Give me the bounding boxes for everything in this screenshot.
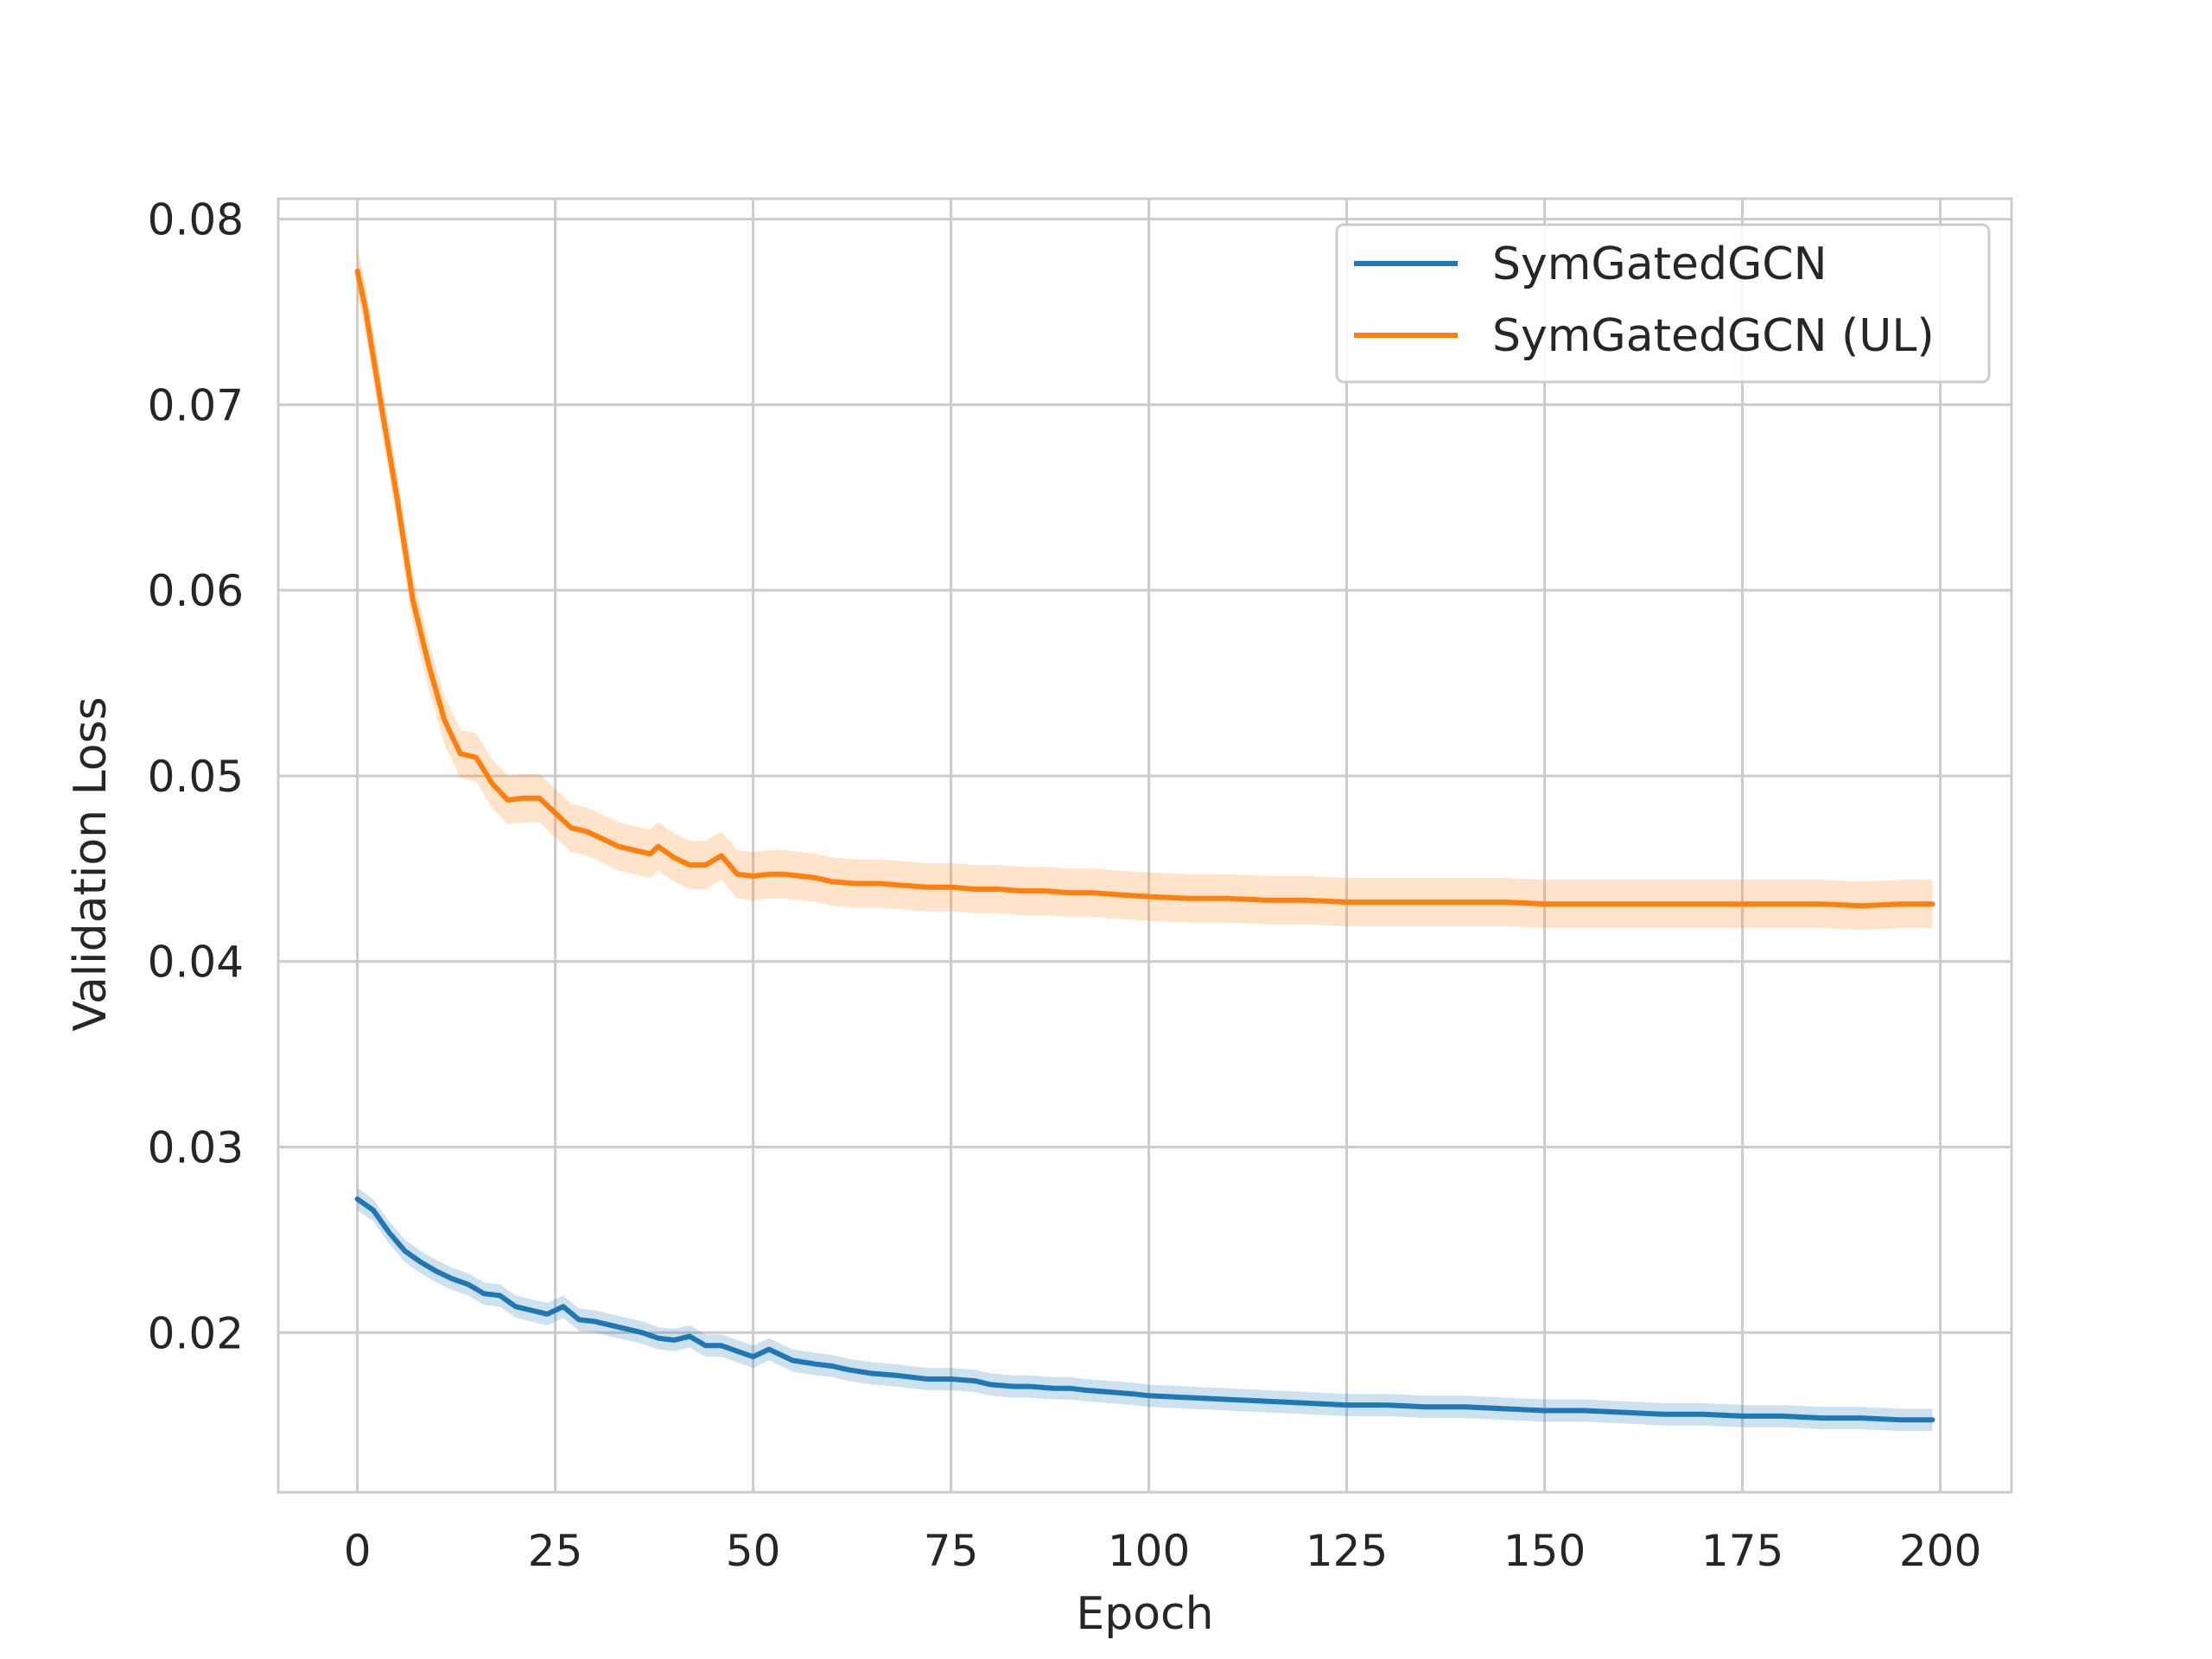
y-axis-label: Validation Loss xyxy=(65,696,117,1031)
series-line-1 xyxy=(354,268,1936,909)
legend-label-symgatedgcn: SymGatedGCN xyxy=(1492,238,1827,290)
x-tick-label: 0 xyxy=(344,1526,372,1576)
legend-label-symgatedgcn-ul: SymGatedGCN (UL) xyxy=(1492,310,1935,362)
confidence-band-0 xyxy=(357,1187,1933,1432)
x-tick-label: 50 xyxy=(726,1526,781,1576)
y-tick-label: 0.08 xyxy=(148,195,244,245)
y-tick-label: 0.03 xyxy=(148,1123,244,1173)
confidence-bands xyxy=(357,246,1933,1432)
y-tick-label: 0.06 xyxy=(148,566,244,616)
x-tick-label: 175 xyxy=(1701,1526,1783,1576)
grid xyxy=(278,199,2012,1492)
series-line-0 xyxy=(354,1196,1936,1423)
series-lines xyxy=(354,268,1936,1423)
legend-box xyxy=(1335,223,1991,384)
x-tick-label: 100 xyxy=(1108,1526,1190,1576)
y-tick-label: 0.05 xyxy=(148,752,244,802)
x-tick-label: 125 xyxy=(1306,1526,1388,1576)
y-tick-label: 0.02 xyxy=(148,1308,244,1358)
plot-frame xyxy=(276,197,2013,1494)
legend: SymGatedGCN SymGatedGCN (UL) xyxy=(1335,223,1991,384)
y-tick-label: 0.04 xyxy=(148,938,244,988)
x-axis-label: Epoch xyxy=(1076,1588,1213,1640)
y-tick-label: 0.07 xyxy=(148,380,244,430)
x-axis-ticks: 0 25 50 75 100 125 150 175 200 xyxy=(344,1526,1982,1576)
x-tick-label: 25 xyxy=(528,1526,583,1576)
y-axis-ticks: 0.02 0.03 0.04 0.05 0.06 0.07 0.08 xyxy=(148,195,244,1359)
x-tick-label: 200 xyxy=(1899,1526,1981,1576)
x-tick-label: 150 xyxy=(1503,1526,1586,1576)
x-tick-label: 75 xyxy=(924,1526,979,1576)
